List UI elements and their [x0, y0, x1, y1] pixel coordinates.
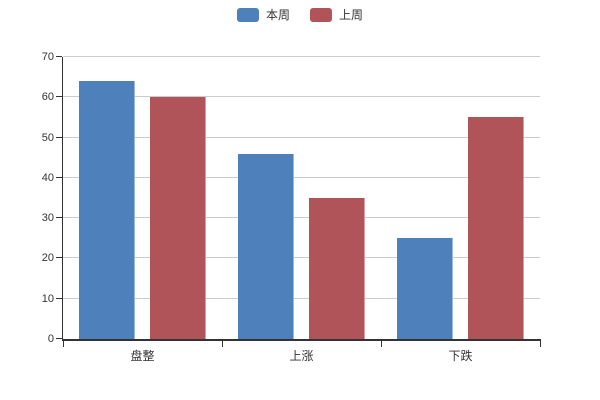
- y-axis-tick: [56, 217, 62, 219]
- bar-series0-cat1[interactable]: [237, 153, 294, 339]
- x-axis-tick: [540, 339, 541, 347]
- bar-series0-cat0[interactable]: [78, 81, 135, 339]
- legend-item-last-week[interactable]: 上周: [310, 8, 363, 22]
- gridline: [63, 96, 540, 98]
- gridline: [63, 217, 540, 219]
- legend-item-this-week[interactable]: 本周: [236, 8, 290, 22]
- y-axis-tick: [56, 96, 62, 98]
- x-axis-tick: [380, 339, 382, 347]
- legend-label-this-week: 本周: [265, 8, 290, 22]
- y-axis-tick: [56, 297, 62, 299]
- y-axis-tick-label: 50: [41, 131, 54, 144]
- bar-series0-cat2[interactable]: [396, 238, 453, 339]
- y-axis-tick: [56, 257, 62, 259]
- y-axis-tick: [56, 136, 62, 138]
- gridline: [63, 297, 540, 299]
- y-axis-tick: [56, 338, 62, 339]
- gridline: [63, 56, 540, 57]
- y-axis-tick: [56, 56, 62, 57]
- y-axis-tick-label: 0: [47, 333, 54, 345]
- x-axis-tick: [63, 339, 64, 347]
- bar-series1-cat2[interactable]: [468, 117, 525, 339]
- bar-series1-cat1[interactable]: [309, 198, 366, 339]
- x-axis-category-label: 上涨: [289, 349, 314, 363]
- legend-label-last-week: 上周: [339, 8, 364, 22]
- y-axis-tick-label: 20: [41, 252, 54, 265]
- x-axis-category-label: 盘整: [130, 349, 155, 363]
- y-axis-tick-label: 10: [41, 292, 54, 305]
- gridline: [63, 136, 540, 138]
- x-axis-category-label: 下跌: [448, 349, 473, 363]
- y-axis-tick-label: 40: [41, 171, 54, 184]
- x-axis-tick: [221, 339, 223, 347]
- gridline: [63, 257, 540, 259]
- legend-swatch-this-week: [236, 8, 259, 22]
- bar-series1-cat0[interactable]: [150, 97, 207, 339]
- plot-area: 0 10 20 30 40 50 60 70 盘整 上涨 下跌: [42, 51, 541, 363]
- gridline: [63, 176, 540, 178]
- chart-legend: 本周 上周: [236, 8, 363, 22]
- legend-swatch-last-week: [310, 8, 332, 22]
- y-axis-tick-label: 60: [41, 91, 54, 104]
- y-axis-tick: [56, 176, 62, 178]
- y-axis-tick-label: 30: [41, 212, 54, 225]
- y-axis-tick-label: 70: [41, 51, 54, 63]
